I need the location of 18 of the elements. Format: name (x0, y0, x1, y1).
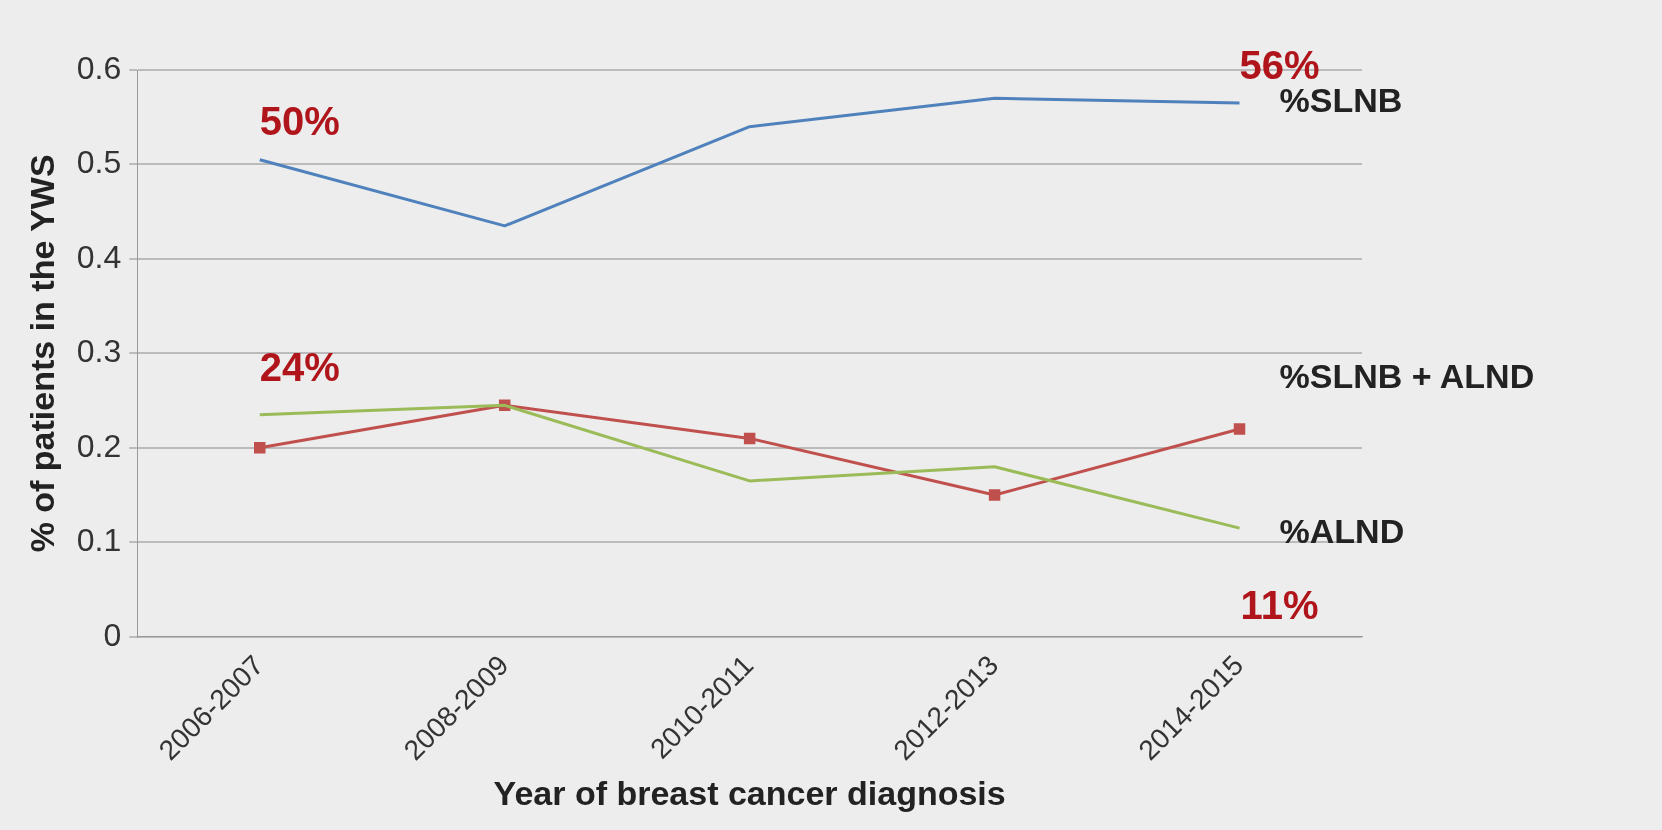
point (254, 442, 266, 454)
annotation: 50% (259, 99, 340, 144)
point (743, 432, 756, 445)
y-tick-label: 0 (103, 616, 122, 653)
y-tick-label: 0.6 (76, 49, 122, 86)
point (1233, 423, 1246, 435)
annotation: 24% (259, 345, 340, 390)
y-tick-label: 0.1 (76, 522, 122, 559)
y-axis-title: % of patients in the YWS (22, 154, 61, 553)
series-label: %ALND (1279, 511, 1405, 550)
annotation: 11% (1240, 582, 1319, 627)
y-tick-label: 0.3 (76, 333, 122, 370)
y-tick-label: 0.4 (76, 238, 122, 275)
y-tick-label: 0.5 (76, 144, 122, 181)
x-axis-title: Year of breast cancer diagnosis (493, 773, 1006, 812)
y-tick-label: 0.2 (76, 427, 122, 464)
point (988, 489, 1001, 501)
series-label: %SLNB + ALND (1279, 357, 1535, 396)
